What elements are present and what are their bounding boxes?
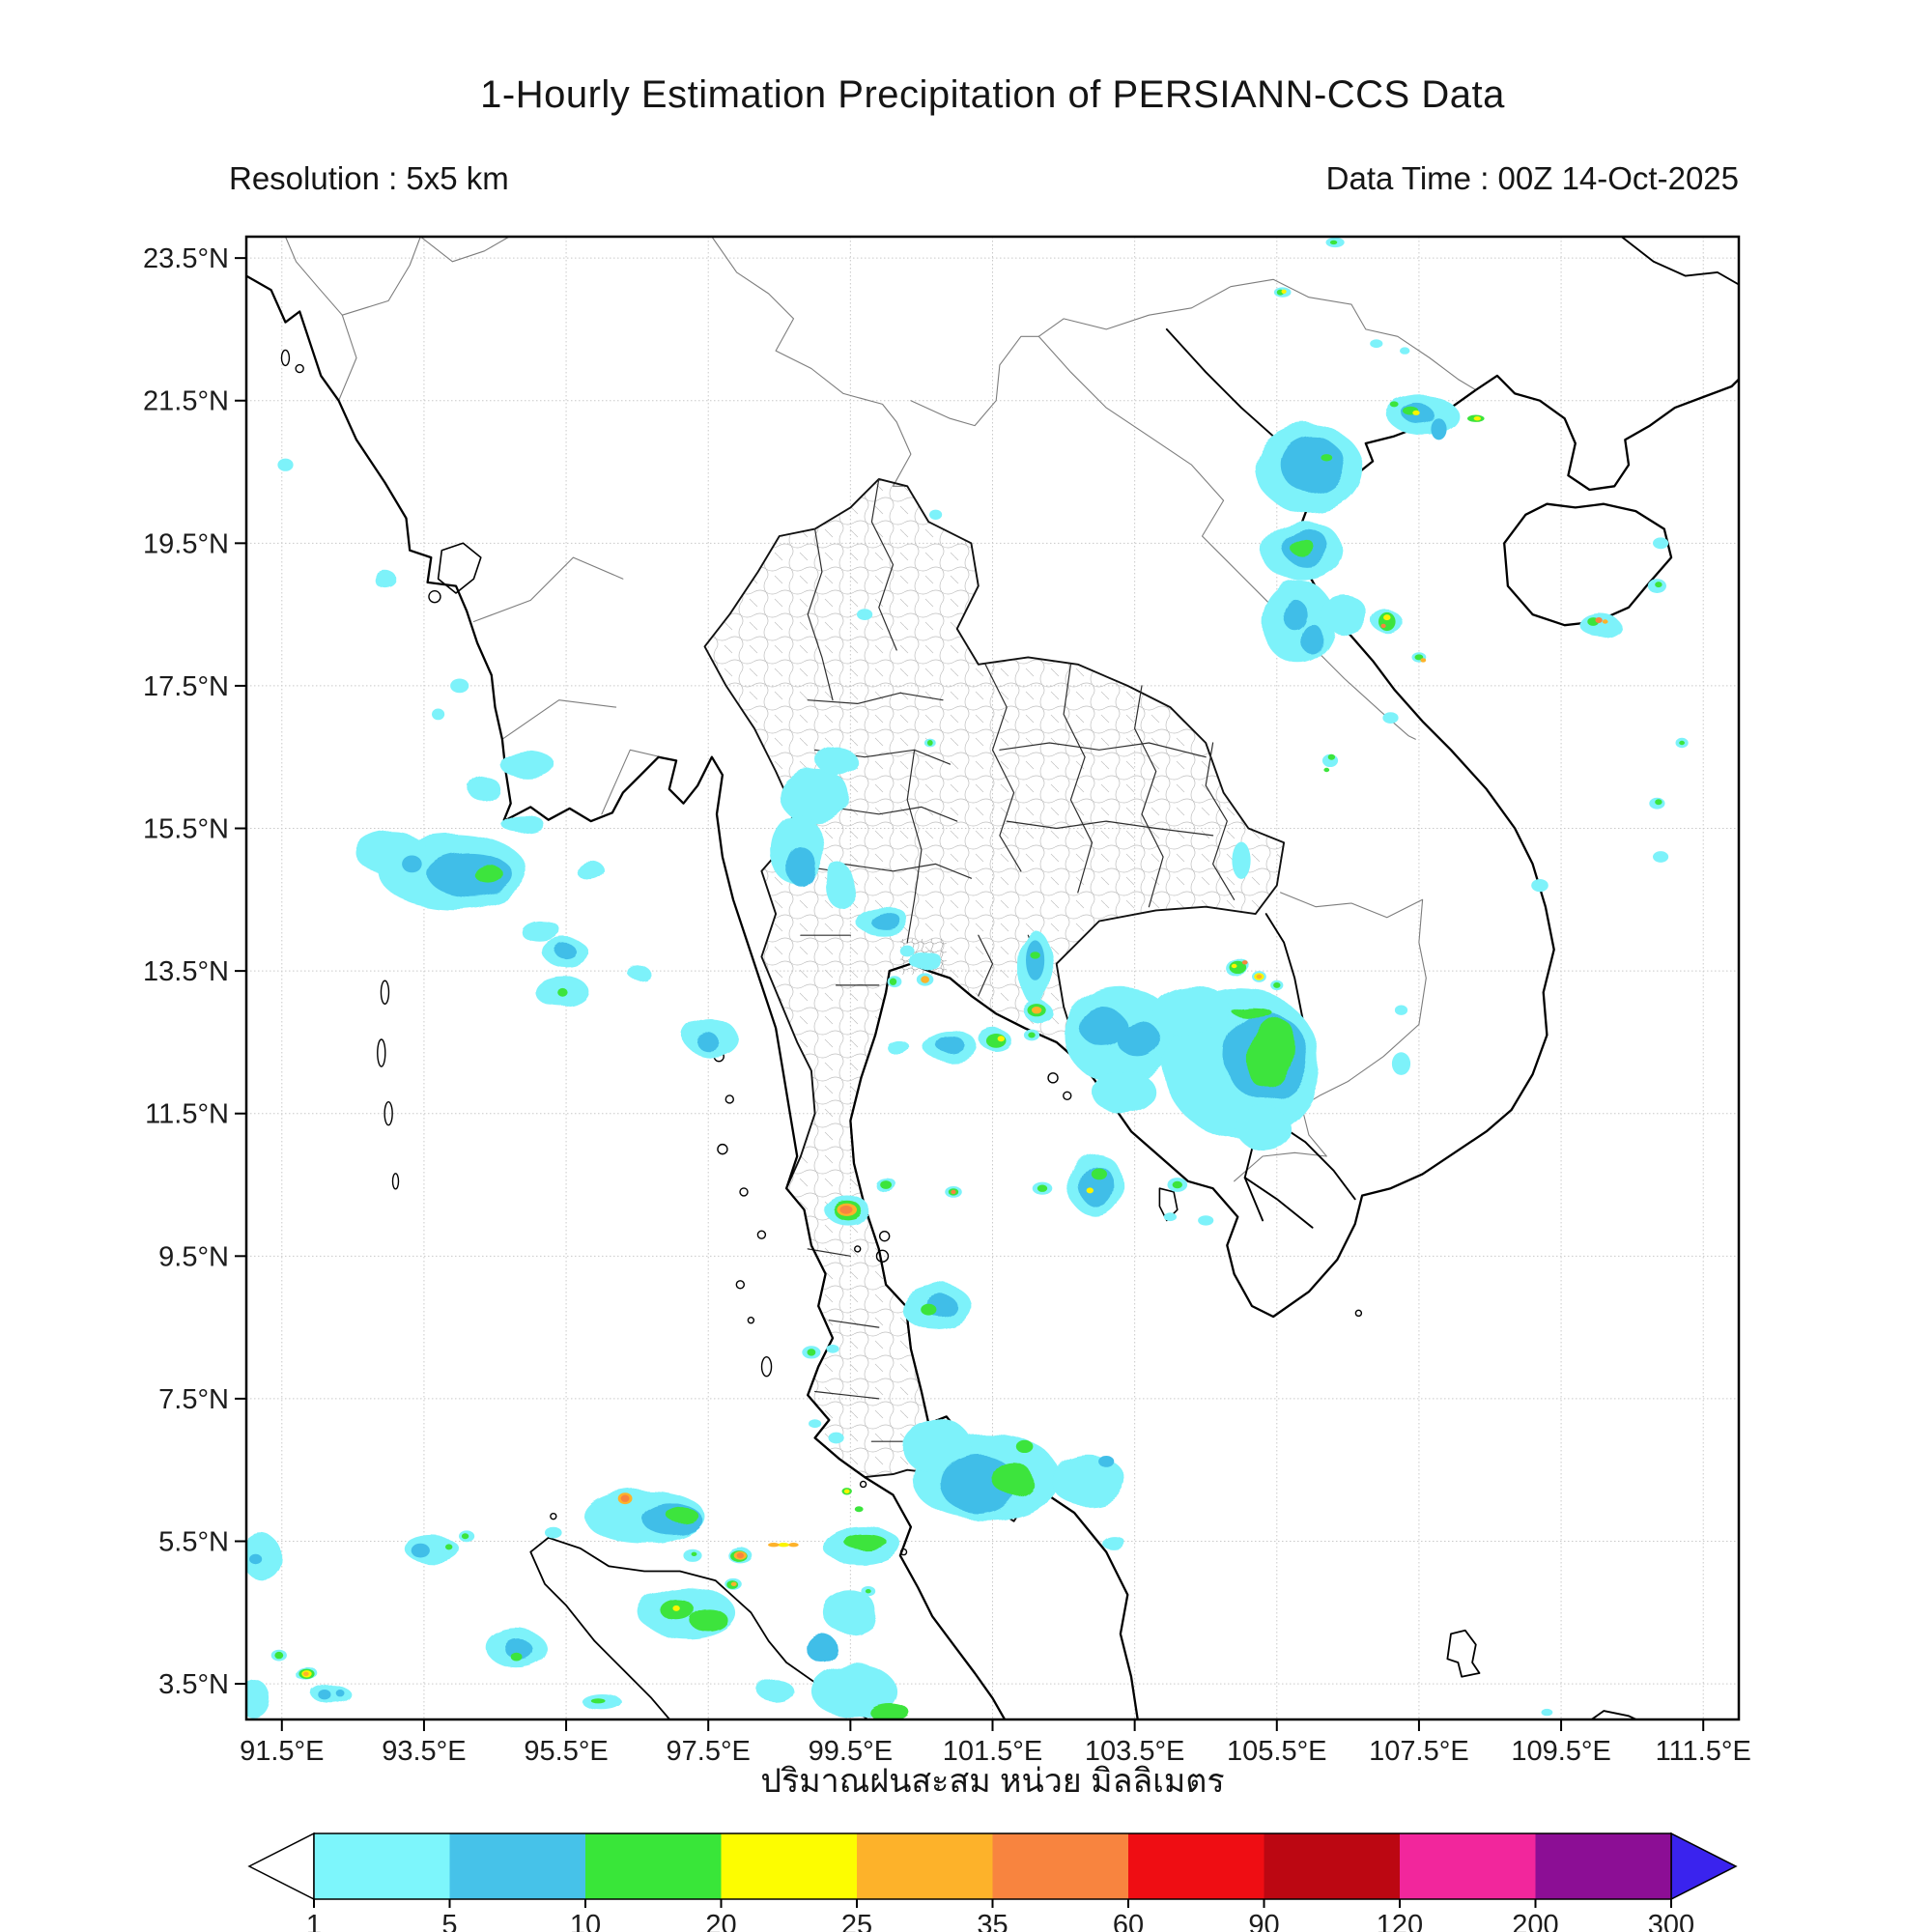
colorbar-segment (857, 1833, 993, 1899)
lon-tick-label: 97.5°E (667, 1736, 751, 1767)
lon-tick-label: 103.5°E (1085, 1736, 1185, 1767)
lat-tick-label: 19.5°N (143, 528, 229, 559)
colorbar-segment (585, 1833, 722, 1899)
colorbar-segment (1264, 1833, 1401, 1899)
graticule-gridlines (246, 237, 1739, 1719)
lon-tick-label: 99.5°E (809, 1736, 893, 1767)
colorbar-tick-label: 25 (841, 1910, 872, 1932)
colorbar-segment (449, 1833, 586, 1899)
map-frame (244, 235, 1741, 1721)
lat-tick-label: 17.5°N (143, 671, 229, 702)
colorbar-underflow-arrow (247, 1832, 315, 1901)
colorbar-tick-label: 300 (1648, 1910, 1694, 1932)
colorbar-tick-label: 10 (570, 1910, 601, 1932)
colorbar-tick-label: 20 (705, 1910, 736, 1932)
colorbar-segment (721, 1833, 858, 1899)
lon-tick-label: 101.5°E (943, 1736, 1043, 1767)
colorbar-tick-label: 90 (1248, 1910, 1279, 1932)
lon-tick-label: 93.5°E (382, 1736, 466, 1767)
lat-tick-label: 13.5°N (143, 956, 229, 987)
colorbar-tick-label: 5 (441, 1910, 457, 1932)
lon-tick-label: 105.5°E (1227, 1736, 1327, 1767)
colorbar-tick-label: 200 (1512, 1910, 1558, 1932)
colorbar-tick-label: 35 (977, 1910, 1008, 1932)
map-axes: 23.5°N 21.5°N 19.5°N 17.5°N 15.5°N 13.5°N 11.5… (143, 235, 1751, 1767)
lat-tick-label: 11.5°N (145, 1099, 229, 1130)
colorbar-segment (1400, 1833, 1536, 1899)
lat-tick-label: 15.5°N (143, 814, 229, 845)
colorbar-tick-label: 60 (1113, 1910, 1144, 1932)
precip-specks (249, 237, 1689, 1717)
colorbar-segment (1535, 1833, 1672, 1899)
precipitation-raster-layer (246, 237, 1689, 1719)
data-time-subtitle: Data Time : 00Z 14-Oct-2025 (1325, 160, 1739, 196)
lat-tick-label: 7.5°N (158, 1384, 229, 1415)
colorbar-segment (314, 1833, 450, 1899)
colorbar-segment (1128, 1833, 1264, 1899)
colorbar-legend: 1 5 10 20 25 35 60 90 120 200 300 (247, 1832, 1738, 1932)
lon-tick-label: 95.5°E (524, 1736, 608, 1767)
rainfall-unit-caption-thai: ปริมาณฝนสะสม หน่วย มิลลิเมตร (760, 1763, 1225, 1800)
lat-tick-label: 21.5°N (143, 386, 229, 417)
lon-tick-label: 109.5°E (1511, 1736, 1611, 1767)
lon-tick-label: 107.5°E (1369, 1736, 1469, 1767)
colorbar-tick-label: 120 (1377, 1910, 1423, 1932)
lat-tick-label: 23.5°N (143, 243, 229, 274)
lat-tick-label: 3.5°N (158, 1669, 229, 1700)
lat-tick-label: 5.5°N (158, 1527, 229, 1558)
precip-blobs (246, 395, 1621, 1719)
lon-tick-label: 111.5°E (1656, 1736, 1751, 1767)
colorbar-overflow-arrow (1670, 1832, 1738, 1901)
colorbar-segment (992, 1833, 1129, 1899)
lon-tick-label: 91.5°E (240, 1736, 324, 1767)
lat-tick-label: 9.5°N (158, 1241, 229, 1272)
page-title: 1-Hourly Estimation Precipitation of PER… (480, 73, 1505, 116)
resolution-subtitle: Resolution : 5x5 km (229, 160, 509, 196)
colorbar-tick-label: 1 (306, 1910, 322, 1932)
